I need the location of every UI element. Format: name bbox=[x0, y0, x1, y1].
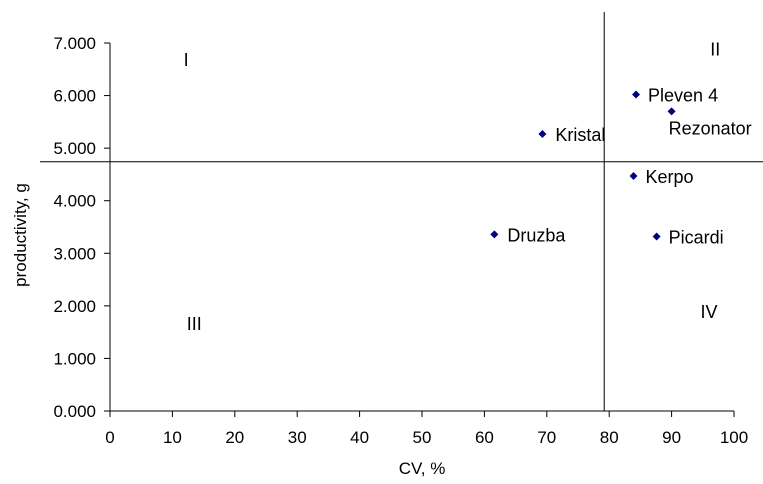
data-point-label: Kerpo bbox=[646, 167, 694, 187]
x-tick-label: 50 bbox=[413, 428, 432, 447]
y-tick-label: 1.000 bbox=[53, 349, 96, 368]
data-point-label: Druzba bbox=[507, 225, 566, 245]
y-axis-title: productivity, g bbox=[11, 183, 30, 287]
x-tick-label: 20 bbox=[225, 428, 244, 447]
data-points: Pleven 4 Rezonator Kristal Kerpo Druzba Picar… bbox=[490, 86, 752, 247]
data-point-marker bbox=[629, 172, 638, 181]
y-tick-label: 7.000 bbox=[53, 34, 96, 53]
y-tick-label: 0.000 bbox=[53, 402, 96, 421]
x-tick-label: 100 bbox=[720, 428, 748, 447]
quadrant-label: II bbox=[710, 39, 720, 59]
x-tick-label: 30 bbox=[288, 428, 307, 447]
data-point-marker bbox=[632, 90, 641, 99]
y-tick-label: 3.000 bbox=[53, 244, 96, 263]
quadrant-label: IV bbox=[701, 302, 718, 322]
x-tick-label: 10 bbox=[163, 428, 182, 447]
x-tick-label: 40 bbox=[350, 428, 369, 447]
x-tick-label: 60 bbox=[475, 428, 494, 447]
data-point-marker bbox=[538, 129, 547, 138]
x-tick-label: 90 bbox=[662, 428, 681, 447]
data-point-marker bbox=[490, 230, 499, 239]
data-point-marker bbox=[667, 107, 676, 116]
y-tick-label: 2.000 bbox=[53, 297, 96, 316]
quadrant-label: I bbox=[184, 50, 189, 70]
x-axis-title: CV, % bbox=[399, 459, 446, 478]
axes: 0.000 1.000 2.000 3.000 4.000 5.000 6.000 7.000… bbox=[53, 34, 748, 447]
x-tick-label: 80 bbox=[600, 428, 619, 447]
quadrant-label: III bbox=[187, 314, 202, 334]
x-tick-label: 0 bbox=[105, 428, 114, 447]
data-point-label: Picardi bbox=[669, 227, 724, 247]
data-point-label: Pleven 4 bbox=[648, 86, 718, 106]
data-point-marker bbox=[652, 232, 661, 241]
data-point-label: Rezonator bbox=[669, 118, 752, 138]
y-tick-label: 4.000 bbox=[53, 192, 96, 211]
reference-lines bbox=[40, 12, 763, 411]
data-point-label: Kristal bbox=[555, 125, 605, 145]
x-tick-label: 70 bbox=[537, 428, 556, 447]
y-tick-label: 5.000 bbox=[53, 139, 96, 158]
y-tick-label: 6.000 bbox=[53, 87, 96, 106]
